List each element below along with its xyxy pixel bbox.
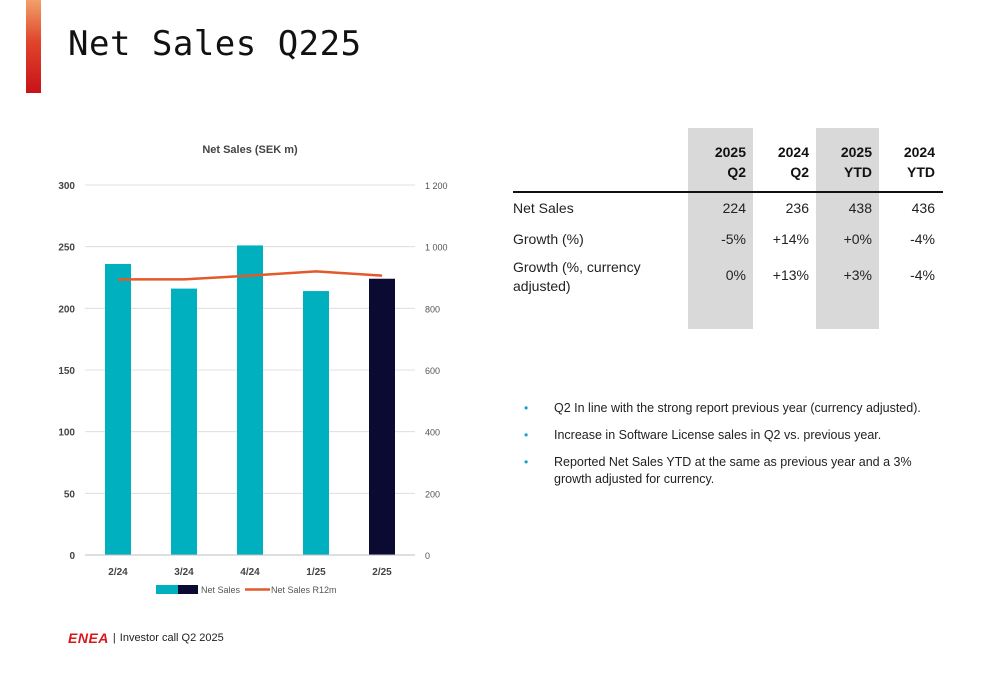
y-tick-label: 200 — [58, 304, 75, 315]
col-header-2024-ytd: 2024 YTD — [903, 144, 935, 180]
bar — [369, 278, 395, 555]
cell: +14% — [772, 231, 809, 247]
cell: 0% — [725, 267, 746, 283]
bar — [303, 291, 329, 555]
y2-tick-label: 800 — [425, 304, 440, 314]
y-tick-label: 150 — [58, 366, 75, 377]
shade-col-2025-ytd — [816, 128, 879, 329]
y2-tick-label: 600 — [425, 366, 440, 376]
bullet-list: • Q2 In line with the strong report previ… — [522, 400, 942, 498]
bar — [171, 288, 197, 555]
y2-tick-label: 1 200 — [425, 181, 448, 191]
cell: +13% — [772, 267, 809, 283]
footer-text: Investor call Q2 2025 — [119, 632, 224, 644]
y2-tick-label: 1 000 — [425, 243, 448, 253]
y-tick-label: 300 — [58, 181, 75, 192]
bullet-dot-icon: • — [524, 428, 529, 442]
cell: -4% — [910, 267, 935, 283]
col-header-2024-q2: 2024 Q2 — [777, 144, 809, 180]
cell: +3% — [843, 267, 872, 283]
enea-logo: ENEA — [68, 630, 109, 646]
bullet-item: • Reported Net Sales YTD at the same as p… — [524, 455, 912, 486]
col-header-2025-ytd: 2025 YTD — [840, 144, 872, 180]
chart-title: Net Sales (SEK m) — [202, 144, 298, 156]
y-tick-label: 100 — [58, 428, 75, 439]
legend-label-r12m: Net Sales R12m — [271, 585, 337, 595]
cell: 436 — [911, 200, 935, 216]
net-sales-chart: Net Sales (SEK m) 0 0 50 200 100 400 150 600 200 8… — [58, 144, 448, 595]
bullet-item: • Q2 In line with the strong report previ… — [524, 401, 921, 415]
bullet-dot-icon: • — [524, 455, 529, 469]
y-tick-label: 50 — [64, 489, 76, 500]
shade-col-2025-q2 — [688, 128, 753, 329]
r12m-series-line — [118, 270, 383, 281]
row-label-growth-currency-adjusted: Growth (%, currency adjusted) — [513, 259, 641, 294]
legend-label-net-sales: Net Sales — [201, 585, 241, 595]
y2-tick-label: 200 — [425, 489, 440, 499]
cell: -4% — [910, 231, 935, 247]
row-label-net-sales: Net Sales — [513, 200, 574, 216]
x-tick-label: 1/25 — [306, 567, 326, 578]
cell: +0% — [843, 231, 872, 247]
col-header-2025-q2: 2025 Q2 — [714, 144, 746, 180]
y-tick-label: 0 — [69, 551, 75, 562]
bar — [237, 245, 263, 555]
cell: 438 — [848, 200, 872, 216]
legend-swatch-net-sales — [156, 585, 178, 594]
y2-tick-label: 400 — [425, 428, 440, 438]
x-tick-label: 2/25 — [372, 567, 392, 578]
footer-separator: | — [112, 632, 116, 644]
x-tick-label: 4/24 — [240, 567, 260, 578]
x-tick-label: 3/24 — [174, 567, 194, 578]
y-tick-label: 250 — [58, 243, 75, 254]
footer: ENEA | Investor call Q2 2025 — [68, 630, 224, 646]
y2-tick-label: 0 — [425, 551, 430, 561]
page-title: Net Sales Q225 — [68, 24, 362, 64]
x-tick-label: 2/24 — [108, 567, 128, 578]
bullet-dot-icon: • — [524, 401, 529, 415]
accent-bar — [26, 0, 41, 93]
cell: 236 — [785, 200, 809, 216]
legend-swatch-net-sales-dark — [178, 585, 198, 594]
header-rule — [513, 191, 943, 193]
row-label-growth: Growth (%) — [513, 231, 584, 247]
bullet-item: • Increase in Software License sales in Q… — [524, 428, 882, 442]
cell: 224 — [722, 200, 746, 216]
bar — [105, 263, 131, 555]
sales-table: 2025 Q2 2024 Q2 2025 YTD 2024 YTD Net Sales … — [513, 128, 943, 329]
cell: -5% — [721, 231, 746, 247]
